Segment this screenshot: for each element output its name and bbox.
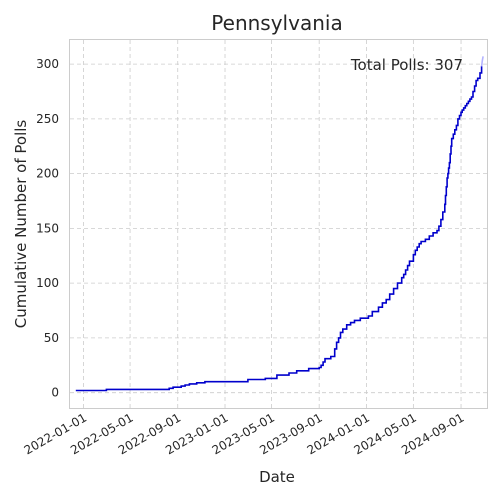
y-tick-label: 0 xyxy=(51,386,59,400)
series-layer xyxy=(75,56,484,392)
tick-label-layer: 2022-01-012022-05-012022-09-012023-01-01… xyxy=(22,57,467,457)
y-tick-label: 200 xyxy=(36,167,59,181)
recent-polls-line-segment xyxy=(480,56,484,67)
y-tick-label: 150 xyxy=(36,221,59,235)
y-tick-label: 100 xyxy=(36,276,59,290)
plot-frame xyxy=(69,39,488,409)
cumulative-polls-line xyxy=(75,66,483,392)
x-axis-title: Date xyxy=(259,468,295,486)
total-polls-annotation: Total Polls: 307 xyxy=(350,56,463,74)
chart-title: Pennsylvania xyxy=(211,11,342,35)
y-tick-label: 250 xyxy=(36,112,59,126)
y-tick-label: 50 xyxy=(44,331,59,345)
y-axis-title: Cumulative Number of Polls xyxy=(12,120,30,329)
y-tick-label: 300 xyxy=(36,57,59,71)
grid-layer xyxy=(70,40,487,408)
